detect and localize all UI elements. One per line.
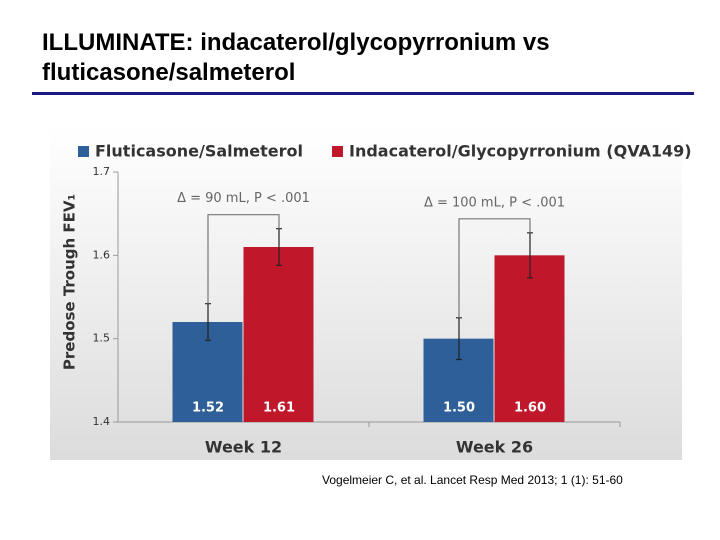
- legend-swatch: [332, 146, 343, 157]
- y-tick-label: 1.6: [93, 248, 111, 261]
- error-bar: [205, 303, 211, 341]
- slide-title: ILLUMINATE: indacaterol/glycopyrronium v…: [42, 29, 550, 86]
- legend-label: Fluticasone/Salmeterol: [95, 142, 303, 161]
- annotation: Δ = 100 mL, P < .001: [424, 195, 565, 210]
- title-rule: [32, 92, 694, 95]
- bar-value-label: 1.52: [192, 401, 224, 416]
- legend-swatch: [78, 146, 89, 157]
- annotation-bracket: [207, 214, 280, 304]
- y-tick-label: 1.7: [93, 165, 111, 178]
- citation: Vogelmeier C, et al. Lancet Resp Med 201…: [322, 473, 623, 487]
- x-tick-label: Week 26: [456, 438, 533, 457]
- bar-value-label: 1.61: [263, 401, 295, 416]
- x-tick-label: Week 12: [205, 438, 282, 457]
- y-tick-label: 1.4: [93, 415, 111, 428]
- annotation-bracket: [458, 218, 531, 318]
- bar: [494, 255, 565, 422]
- error-bar: [276, 228, 282, 266]
- bar: [243, 247, 314, 422]
- legend-label: Indacaterol/Glycopyrronium (QVA149): [349, 142, 692, 161]
- annotation: Δ = 90 mL, P < .001: [177, 191, 310, 206]
- bar-value-label: 1.60: [514, 401, 546, 416]
- y-axis-label: Predose Trough FEV₁: [61, 194, 79, 370]
- y-tick-label: 1.5: [93, 332, 111, 345]
- bar-value-label: 1.50: [443, 401, 475, 416]
- chart-background: [50, 127, 682, 460]
